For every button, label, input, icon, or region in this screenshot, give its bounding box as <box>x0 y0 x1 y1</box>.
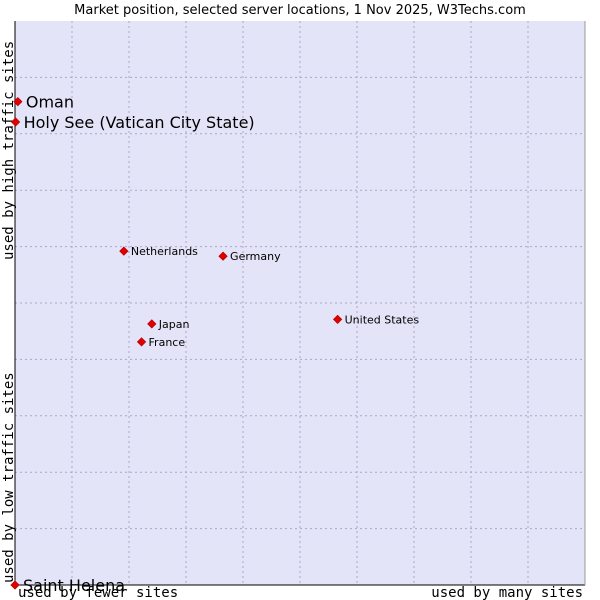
point-label-oman: Oman <box>26 93 74 112</box>
grid-lines <box>15 21 585 585</box>
point-label-united-states: United States <box>345 313 420 326</box>
x-axis-label-right: used by many sites <box>431 585 583 600</box>
point-marker-japan <box>147 319 157 329</box>
point-marker-netherlands <box>119 246 129 256</box>
point-marker-united-states <box>332 314 343 324</box>
y-axis-label-top: used by high traffic sites <box>1 41 17 260</box>
point-label-japan: Japan <box>158 318 190 331</box>
point-label-germany: Germany <box>230 250 281 263</box>
point-marker-holy-see-vatican-city-state <box>10 117 21 127</box>
point-label-saint-helena: Saint Helena <box>23 576 125 595</box>
point-label-france: France <box>149 336 186 349</box>
point-marker-germany <box>218 251 228 261</box>
point-marker-france <box>136 337 147 347</box>
y-axis-label-bottom: used by low traffic sites <box>1 372 17 583</box>
x-axis-label-left: used by fewer sites <box>18 585 178 600</box>
point-label-holy-see-vatican-city-state: Holy See (Vatican City State) <box>24 113 255 132</box>
chart-title: Market position, selected server locatio… <box>74 3 526 18</box>
point-marker-oman <box>13 97 23 107</box>
point-label-netherlands: Netherlands <box>131 245 198 258</box>
point-marker-saint-helena <box>10 580 20 590</box>
